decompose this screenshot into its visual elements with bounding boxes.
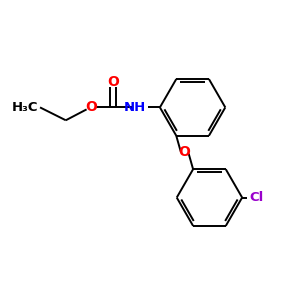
- Text: O: O: [179, 146, 190, 160]
- Text: O: O: [107, 75, 119, 88]
- Text: O: O: [85, 100, 98, 114]
- Text: NH: NH: [124, 101, 146, 114]
- Text: H₃C: H₃C: [11, 101, 38, 114]
- Text: Cl: Cl: [249, 191, 263, 204]
